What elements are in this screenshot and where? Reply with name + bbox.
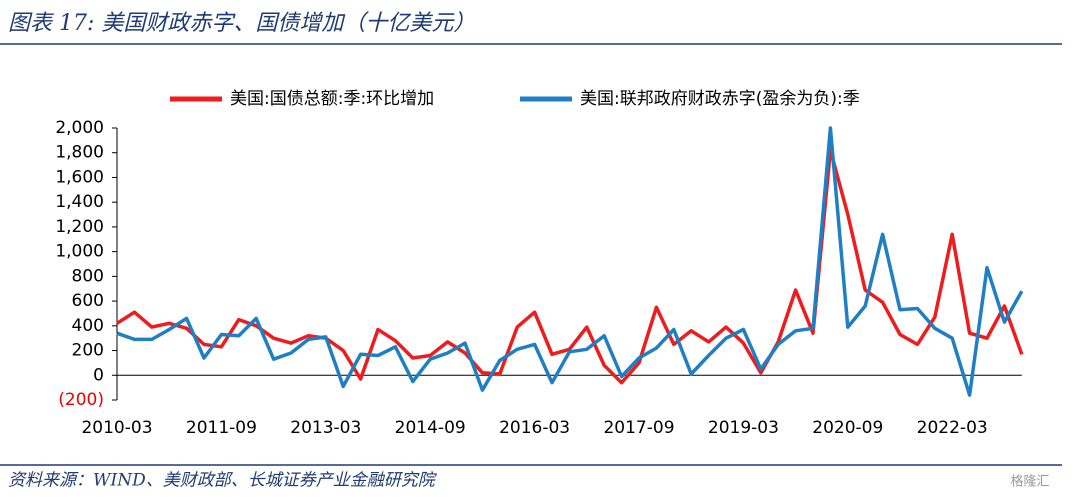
y-tick-label: 0 [93,365,104,385]
y-tick-label: 1,600 [55,167,104,187]
series-line [116,148,1024,385]
legend-label: 美国:国债总额:季:环比增加 [230,89,434,109]
x-tick-label: 2013-03 [290,418,361,438]
x-tick-label: 2014-09 [395,418,466,438]
x-tick-label: 2010-03 [81,418,152,438]
y-tick-label: (200) [58,390,104,410]
x-tick-label: 2011-09 [186,418,257,438]
y-tick-label: 200 [72,341,104,361]
y-tick-label: 1,400 [55,192,104,212]
series-line [116,126,1024,397]
x-tick-label: 2017-09 [603,418,674,438]
legend-label: 美国:联邦政府财政赤字(盈余为负):季 [580,89,860,109]
y-tick-label: 1,000 [55,242,104,262]
y-tick-label: 1,200 [55,217,104,237]
y-tick-label: 2,000 [55,118,104,138]
y-tick-label: 800 [72,266,104,286]
x-tick-label: 2016-03 [499,418,570,438]
x-tick-label: 2020-09 [812,418,883,438]
chart-title: 图表 17: 美国财政赤字、国债增加（十亿美元） [8,11,475,36]
x-tick-label: 2019-03 [708,418,779,438]
x-tick-label: 2022-03 [917,418,988,438]
y-tick-label: 1,800 [55,143,104,163]
source: 资料来源：WIND、美财政部、长城证券产业金融研究院 [8,471,438,491]
y-tick-label: 400 [72,316,104,336]
y-tick-label: 600 [72,291,104,311]
watermark: 格隆汇 [1010,474,1049,490]
